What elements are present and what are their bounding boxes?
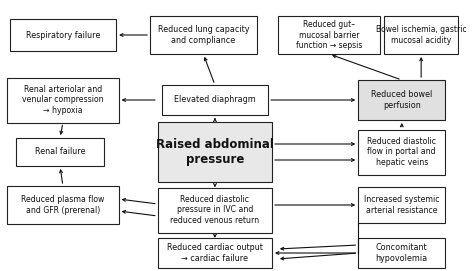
Text: Bowel ischemia, gastric
mucosal acidity: Bowel ischemia, gastric mucosal acidity [376, 25, 466, 45]
Text: Reduced lung capacity
and compliance: Reduced lung capacity and compliance [157, 25, 249, 45]
Text: Reduced bowel
perfusion: Reduced bowel perfusion [371, 90, 432, 110]
FancyBboxPatch shape [358, 80, 446, 120]
Text: Reduced gut–
mucosal barrier
function → sepsis: Reduced gut– mucosal barrier function → … [296, 20, 362, 50]
FancyBboxPatch shape [358, 238, 446, 268]
Text: Renal arteriolar and
venular compression
→ hypoxia: Renal arteriolar and venular compression… [22, 85, 104, 115]
Text: Renal failure: Renal failure [35, 147, 85, 156]
Text: Elevated diaphragm: Elevated diaphragm [174, 95, 256, 105]
FancyBboxPatch shape [358, 130, 446, 175]
FancyBboxPatch shape [158, 122, 272, 182]
FancyBboxPatch shape [7, 186, 118, 224]
FancyBboxPatch shape [162, 85, 268, 115]
Text: Concomitant
hypovolemia: Concomitant hypovolemia [376, 243, 428, 263]
Text: Reduced cardiac output
→ cardiac failure: Reduced cardiac output → cardiac failure [167, 243, 263, 263]
FancyBboxPatch shape [9, 19, 116, 51]
Text: Reduced diastolic
pressure in IVC and
reduced venous return: Reduced diastolic pressure in IVC and re… [170, 195, 259, 225]
FancyBboxPatch shape [278, 16, 380, 54]
Text: Reduced diastolic
flow in portal and
hepatic veins: Reduced diastolic flow in portal and hep… [367, 137, 436, 167]
Text: Respiratory failure: Respiratory failure [26, 31, 100, 40]
FancyBboxPatch shape [158, 238, 272, 268]
Text: Reduced plasma flow
and GFR (prerenal): Reduced plasma flow and GFR (prerenal) [21, 195, 105, 215]
FancyBboxPatch shape [150, 16, 256, 54]
FancyBboxPatch shape [158, 188, 272, 233]
FancyBboxPatch shape [384, 16, 458, 54]
Text: Increased systemic
arterial resistance: Increased systemic arterial resistance [364, 195, 439, 215]
Text: Raised abdominal
pressure: Raised abdominal pressure [156, 138, 274, 166]
FancyBboxPatch shape [358, 187, 446, 223]
FancyBboxPatch shape [17, 138, 104, 166]
FancyBboxPatch shape [7, 78, 118, 122]
